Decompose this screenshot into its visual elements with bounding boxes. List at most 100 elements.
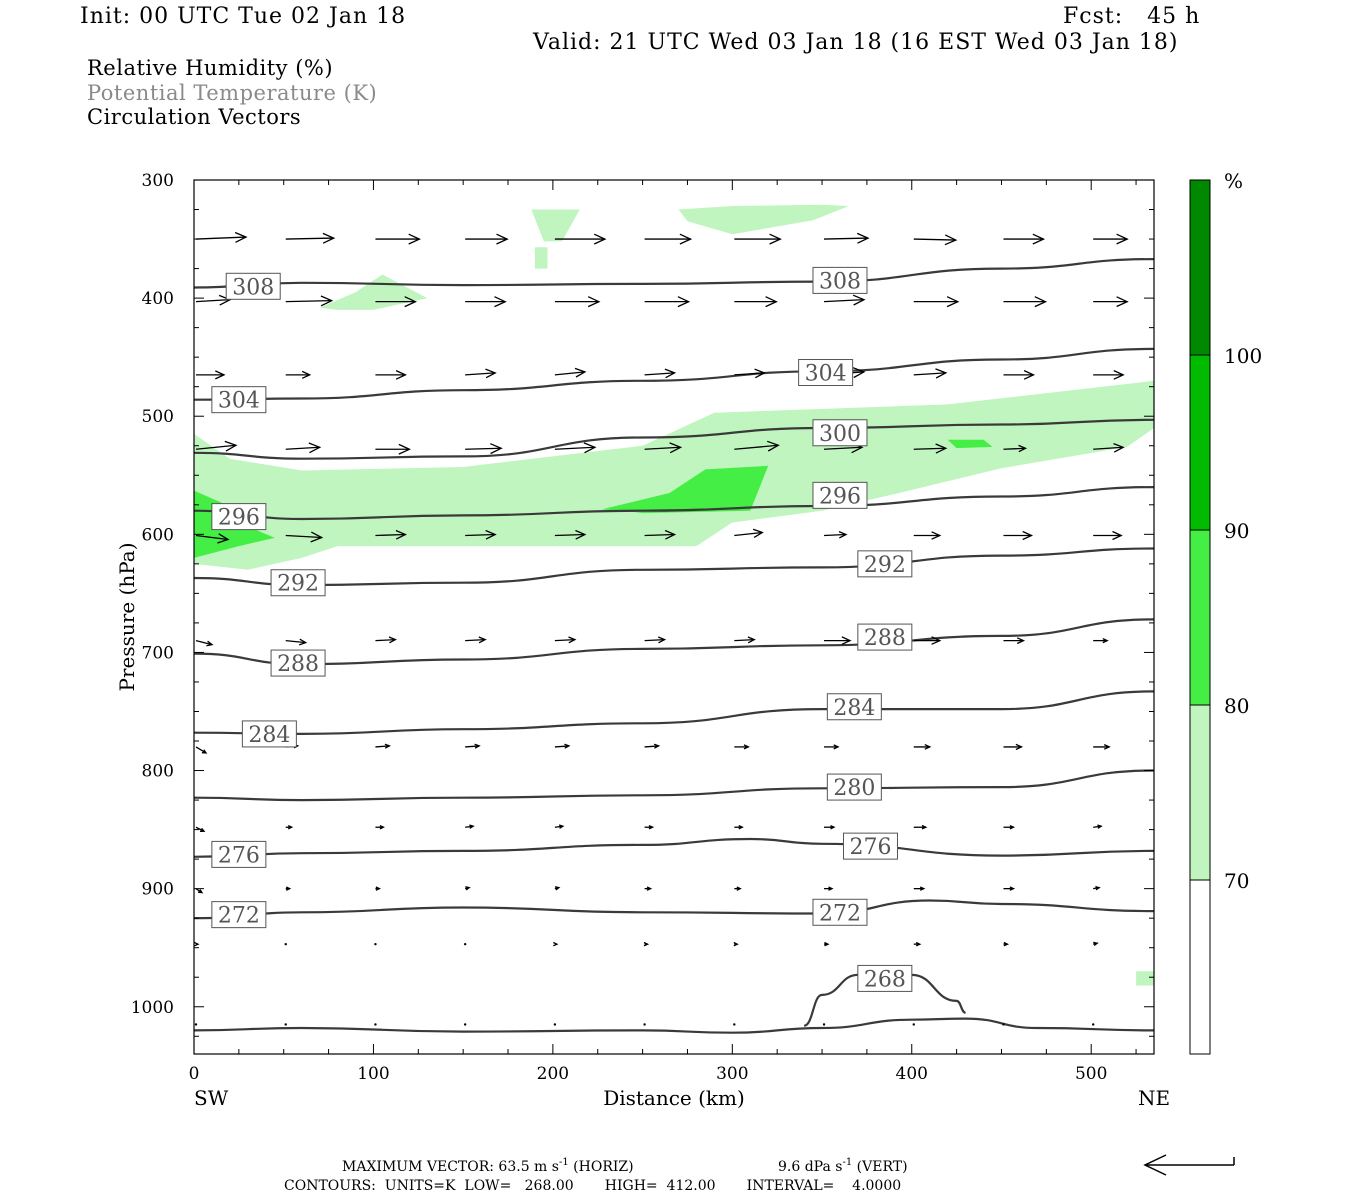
circulation-vector [644,529,677,540]
contour-label: 284 [826,693,882,721]
circulation-vector [824,530,848,539]
rh-colorbar: % 70 80 90 100 [1189,169,1262,1055]
contour-label: 272 [211,901,267,929]
circulation-vector [733,941,739,947]
circulation-vector [824,636,852,645]
y-tick-label: 800 [142,762,174,782]
circulation-vector [463,942,467,946]
circulation-vector [1003,825,1016,830]
circulation-vector [1003,743,1024,751]
circulation-vector [733,1023,736,1026]
x-tick-label: 300 [716,1064,748,1084]
circulation-vector [465,636,487,644]
y-tick-label: 1000 [131,998,174,1018]
circulation-vector [375,743,391,749]
y-tick-label: 900 [142,880,174,900]
circulation-vector [824,744,840,750]
contour-label: 288 [857,623,913,651]
circulation-vector [644,636,667,644]
circulation-vector [285,370,312,379]
svg-text:292: 292 [864,553,906,578]
colorbar-segment-100 [1189,179,1211,356]
contour-label: 284 [241,720,297,748]
circulation-vector [1093,370,1125,380]
y-tick-label: 300 [142,171,174,191]
svg-text:304: 304 [218,389,260,414]
plot-frame [193,179,1155,1055]
svg-text:276: 276 [849,835,891,860]
circulation-vector [554,529,587,540]
contour-label: 280 [826,773,882,801]
circulation-vector [644,368,677,379]
contour-label: 296 [812,481,868,509]
rh-area-70 [678,204,849,235]
contour-label: 288 [270,649,326,677]
rh-area-80 [947,439,993,449]
svg-text:280: 280 [833,776,875,801]
colorbar-blank [1189,879,1211,1055]
circulation-vector [734,636,756,644]
circulation-vector [554,367,587,378]
circulation-vector [375,443,411,455]
svg-text:308: 308 [819,269,861,294]
contour-label: 308 [812,266,868,294]
rh-area-70 [531,209,580,242]
svg-text:300: 300 [819,422,861,447]
circulation-vector [643,941,650,947]
contour-label: 268 [857,964,913,992]
theta-contour-292 [194,547,1154,587]
x-tick-label: 0 [189,1064,200,1084]
circulation-vector [913,443,948,454]
circulation-vector [1093,442,1125,453]
circulation-vector [374,942,377,946]
contour-info: CONTOURS: UNITS=K LOW= 268.00 HIGH= 412.… [284,1178,901,1194]
circulation-vector [375,636,397,644]
forecast-hour: Fcst: 45 h [1063,4,1201,29]
circulation-vector [195,746,208,754]
circulation-vector [463,1023,467,1026]
circulation-vector [1003,886,1016,891]
circulation-vector [465,824,475,829]
circulation-vector [195,440,238,452]
circulation-vector [1003,941,1010,947]
circulation-vector [1093,744,1111,750]
contour-label: 292 [857,550,913,578]
circulation-vector [1093,941,1099,947]
circulation-vector [284,942,287,946]
contour-label: 304 [211,386,267,414]
contour-label: 308 [225,272,281,300]
circulation-vector [553,1023,557,1026]
svg-text:284: 284 [248,723,290,748]
circulation-vector [285,638,308,646]
circulation-vector [554,442,597,454]
theta-contour-272 [194,899,1154,920]
endpoint-right: NE [1138,1086,1170,1110]
svg-text:296: 296 [218,506,260,531]
y-tick-label: 700 [142,643,174,663]
circulation-vector [734,825,744,830]
circulation-vector [1002,1023,1005,1026]
circulation-vector [285,886,292,891]
svg-text:296: 296 [819,484,861,509]
circulation-vector [824,294,866,306]
circulation-vector [465,233,509,245]
circulation-vector [644,743,661,749]
rh-area-70 [194,380,1154,570]
circulation-vector [285,295,334,307]
y-axis-title: Pressure (hPa) [115,543,139,692]
circulation-vector [465,886,471,891]
circulation-vector [1003,370,1036,380]
circulation-vector [734,528,764,538]
theta-contour-288 [194,618,1154,666]
circulation-vector [554,743,571,749]
circulation-vector [643,1023,646,1026]
x-tick-label: 400 [896,1064,928,1084]
circulation-vector [553,941,559,947]
contour-label: 276 [211,840,267,868]
max-vector-info: MAXIMUM VECTOR: 63.5 m s-1 (HORIZ) [342,1157,634,1175]
circulation-vector [196,370,226,380]
theta-contour-284 [194,690,1154,736]
theta-contour-308 [194,258,1154,289]
svg-text:276: 276 [218,843,260,868]
circulation-vector [465,443,503,455]
